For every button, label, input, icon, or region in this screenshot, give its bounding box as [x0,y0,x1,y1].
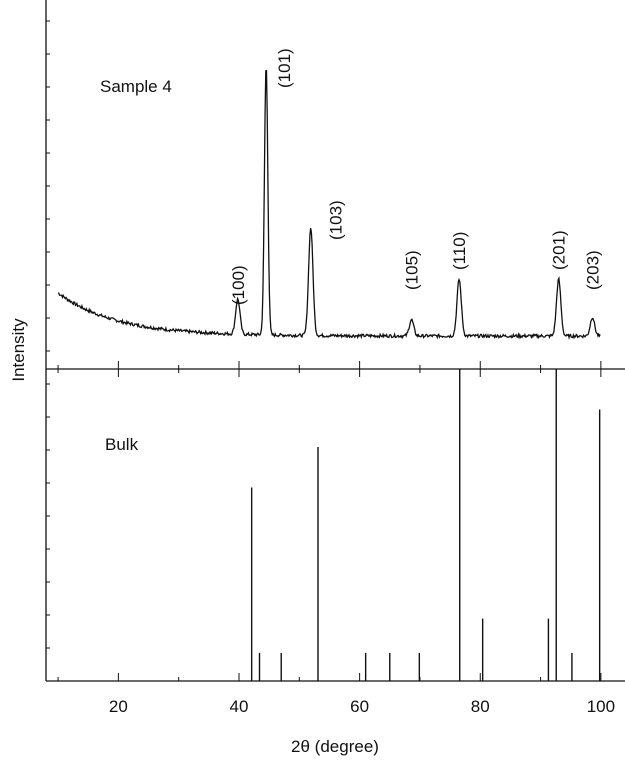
x-tick-label: 100 [587,697,615,716]
peak-index-label: (203) [583,250,602,290]
x-tick-label: 60 [350,697,369,716]
sample-label: Sample 4 [100,77,172,96]
peak-index-label: (110) [450,232,469,270]
bulk-panel: Bulk [105,369,601,681]
y-axis-label: Intensity [9,318,28,382]
x-tick-labels: 20 40 60 80 100 [109,697,615,716]
x-tick-label: 40 [230,697,249,716]
peak-index-label: (100) [229,265,248,305]
peak-index-label: (103) [327,200,346,240]
x-tick-label: 20 [109,697,128,716]
x-tick-label: 80 [471,697,490,716]
peak-index-label: (105) [403,250,422,290]
peak-index-label: (101) [275,48,294,88]
x-axis-label: 2θ (degree) [291,737,379,756]
sample-panel: Sample 4 (100) (101) (103) (105) (110) (201) (… [57,48,602,341]
sample-xrd-trace [57,69,601,341]
bulk-label: Bulk [105,435,139,454]
peak-index-label: (201) [550,230,569,270]
plot-frame [45,0,625,682]
